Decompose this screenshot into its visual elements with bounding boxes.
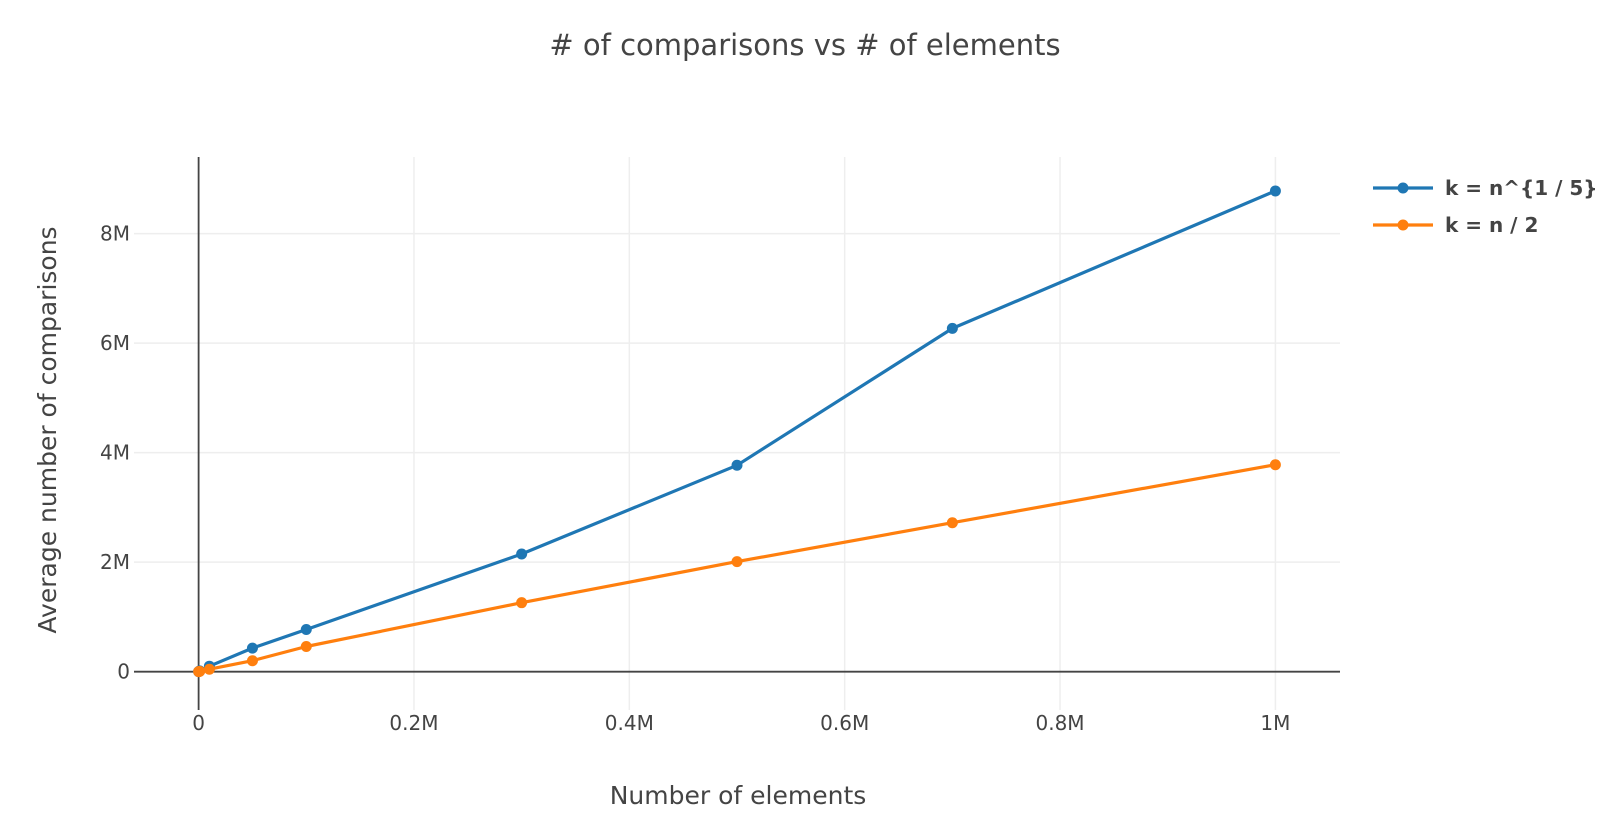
series-line	[198, 463, 1276, 674]
legend-item[interactable]: k = n^{1 / 5}	[1373, 176, 1598, 200]
axes	[134, 157, 1340, 710]
y-tick-label: 0	[117, 660, 130, 684]
y-tick-label: 8M	[100, 222, 130, 246]
series-line	[197, 189, 1277, 673]
data-point[interactable]	[203, 663, 215, 675]
legend-label: k = n^{1 / 5}	[1445, 176, 1598, 200]
data-point[interactable]	[946, 517, 958, 529]
data-point[interactable]	[1269, 185, 1281, 197]
legend-swatch-marker	[1397, 182, 1409, 194]
x-tick-label: 1M	[1260, 711, 1290, 735]
x-axis-title: Number of elements	[610, 781, 867, 810]
legend-swatch-marker	[1397, 219, 1409, 231]
data-point[interactable]	[246, 655, 258, 667]
x-axis-ticks: 0 0.2M 0.4M 0.6M 0.8M 1M	[192, 711, 1290, 735]
series-0	[193, 185, 1281, 678]
data-point[interactable]	[516, 548, 528, 560]
x-tick-label: 0	[192, 711, 205, 735]
legend[interactable]: k = n^{1 / 5} k = n / 2	[1373, 176, 1598, 237]
data-point[interactable]	[300, 624, 312, 636]
y-tick-label: 2M	[100, 550, 130, 574]
y-tick-label: 6M	[100, 331, 130, 355]
data-point[interactable]	[1269, 459, 1281, 471]
data-point[interactable]	[946, 322, 958, 334]
x-tick-label: 0.8M	[1036, 711, 1085, 735]
data-point[interactable]	[246, 642, 258, 654]
x-tick-label: 0.6M	[820, 711, 869, 735]
data-point[interactable]	[731, 556, 743, 568]
data-point[interactable]	[731, 459, 743, 471]
x-tick-label: 0.4M	[605, 711, 654, 735]
y-tick-label: 4M	[100, 441, 130, 465]
x-tick-label: 0.2M	[389, 711, 438, 735]
y-axis-ticks: 0 2M 4M 6M 8M	[100, 222, 130, 684]
data-point[interactable]	[194, 665, 206, 677]
data-point[interactable]	[516, 597, 528, 609]
series-1	[193, 459, 1281, 678]
chart-title: # of comparisons vs # of elements	[549, 28, 1060, 62]
y-axis-title: Average number of comparisons	[33, 226, 62, 633]
legend-label: k = n / 2	[1445, 213, 1538, 237]
data-point[interactable]	[300, 640, 312, 652]
legend-item[interactable]: k = n / 2	[1373, 213, 1538, 237]
series-lines	[193, 185, 1281, 678]
